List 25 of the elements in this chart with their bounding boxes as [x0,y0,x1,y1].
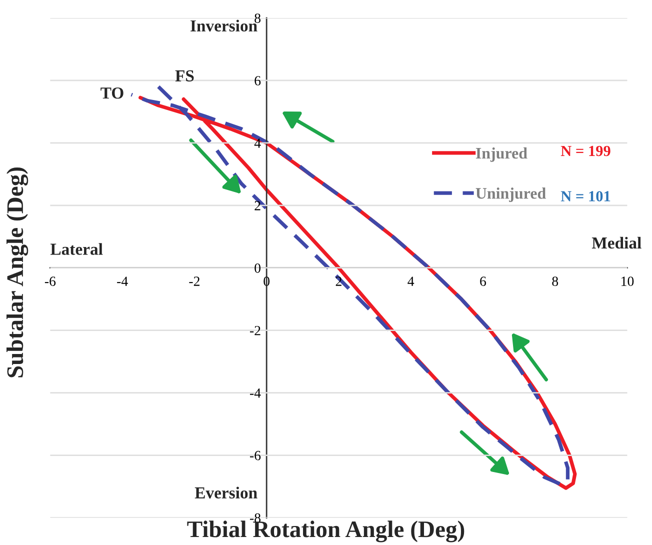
y-tick-label: 0 [254,263,260,273]
legend-label: Uninjured [476,188,546,202]
x-tick-label: 10 [622,276,634,286]
annotation: FS [175,70,194,82]
annotation: Lateral [50,243,103,255]
annotation: Eversion [194,486,258,498]
x-tick-label: -6 [44,276,56,286]
annotation: N = 199 [560,146,610,156]
y-tick-label: -6 [250,450,261,460]
y-tick-label: -2 [250,326,260,336]
y-tick-label: -4 [250,388,261,398]
y-tick-label: 6 [254,76,261,86]
annotation: N = 101 [560,191,610,202]
x-tick-label: 8 [552,276,558,286]
x-tick-label: 6 [480,276,486,286]
legend-label: Injured [476,147,528,162]
y-tick-label: 4 [254,138,261,148]
x-tick-label: -4 [117,276,128,286]
y-tick-label: 2 [254,201,260,210]
y-axis-title: Subtalar Angle (Deg) [6,167,28,378]
x-tick-label: -2 [189,276,200,286]
annotation: TO [100,87,124,99]
annotation: Medial [592,236,642,249]
x-axis-title: Tibial Rotation Angle (Deg) [187,520,464,542]
x-tick-label: 4 [408,276,414,286]
